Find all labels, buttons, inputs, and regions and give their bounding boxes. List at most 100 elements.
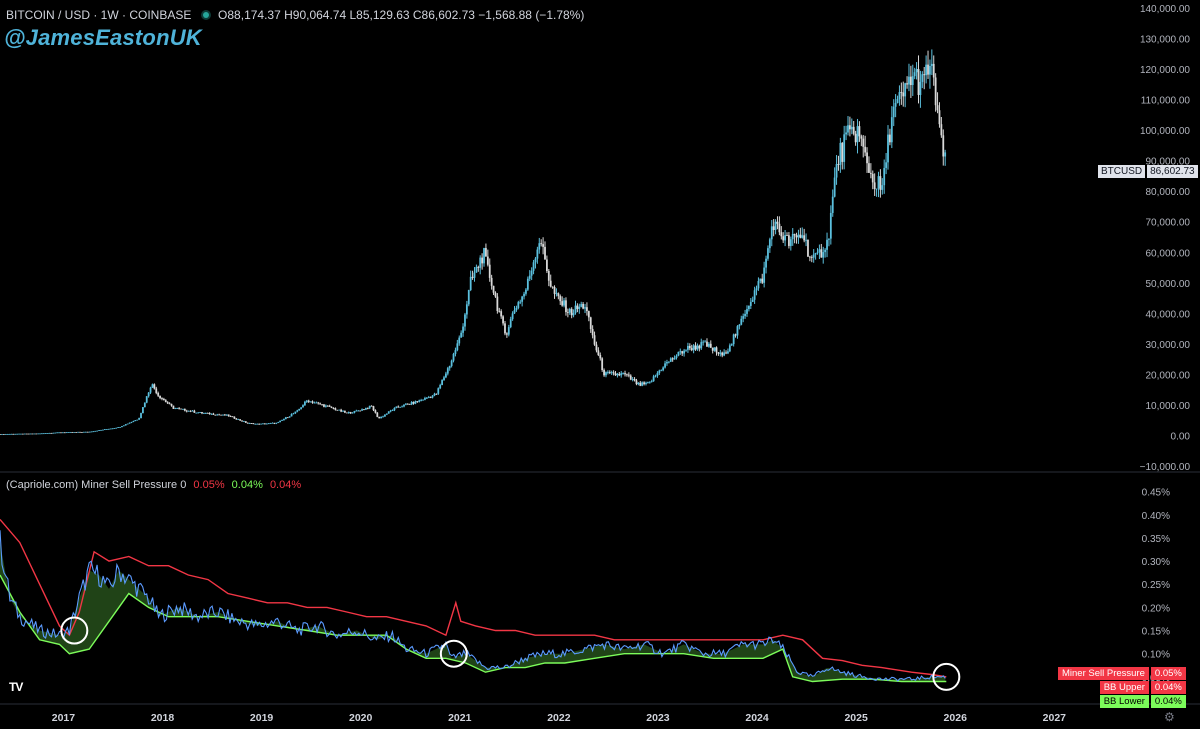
- candle-body: [1, 434, 3, 435]
- candle-body: [555, 293, 558, 295]
- candle-body: [338, 409, 341, 411]
- candle-body: [805, 239, 807, 241]
- indicator-name[interactable]: (Capriole.com) Miner Sell Pressure 0: [6, 479, 187, 491]
- last-price-label: BTCUSD 86,602.73: [1098, 165, 1198, 178]
- tradingview-logo[interactable]: TV: [9, 680, 23, 694]
- candle-body: [92, 431, 95, 433]
- candle-body: [673, 358, 676, 360]
- gear-icon[interactable]: ⚙: [1164, 710, 1175, 724]
- indicator-header[interactable]: (Capriole.com) Miner Sell Pressure 0 0.0…: [6, 479, 301, 491]
- candle-body: [464, 314, 466, 327]
- candle-body: [174, 408, 177, 410]
- candle-body: [138, 418, 141, 420]
- candle-body: [553, 287, 556, 294]
- indicator-tick-label: 0.45%: [1142, 488, 1170, 499]
- candle-body: [843, 134, 846, 162]
- candle-body: [911, 76, 914, 86]
- candle-body: [128, 422, 131, 424]
- candle-body: [35, 433, 38, 435]
- candle-body: [706, 341, 708, 347]
- candle-body: [166, 402, 169, 404]
- candle-body: [244, 421, 247, 423]
- candle-body: [467, 290, 470, 305]
- candle-body: [547, 271, 550, 281]
- candle-body: [372, 406, 375, 411]
- candle-body: [58, 432, 60, 434]
- candle-body: [725, 352, 727, 354]
- candle-body: [820, 249, 823, 258]
- candle-body: [509, 319, 512, 328]
- annotation-circle: [439, 639, 468, 668]
- label-name: Miner Sell Pressure: [1058, 667, 1149, 680]
- candle-body: [246, 422, 249, 424]
- candle-body: [915, 69, 918, 73]
- candle-body: [666, 361, 668, 364]
- candle-body: [206, 412, 209, 414]
- candle-body: [765, 258, 767, 268]
- candle-body: [77, 431, 80, 433]
- candle-body: [597, 350, 600, 356]
- candle-body: [136, 419, 139, 421]
- price-tick-label: 0.00: [1171, 431, 1191, 442]
- candle-body: [462, 326, 464, 333]
- candle-body: [677, 351, 680, 356]
- candle-body: [6, 433, 9, 435]
- candle-body: [519, 301, 522, 303]
- annotation-circles: [60, 616, 961, 691]
- candle-body: [239, 419, 242, 421]
- candle-body: [582, 303, 585, 309]
- candle-body: [454, 350, 457, 354]
- candle-body: [227, 414, 230, 417]
- candle-body: [530, 270, 533, 276]
- candle-body: [479, 257, 482, 268]
- price-tick-label: 30,000.00: [1146, 340, 1191, 351]
- candle-body: [616, 373, 619, 376]
- candle-body: [648, 381, 651, 383]
- candle-body: [538, 243, 541, 250]
- candle-body: [332, 408, 335, 409]
- candle-body: [789, 239, 792, 246]
- candle-body: [164, 400, 167, 403]
- candle-body: [852, 126, 855, 134]
- label-miner-sell-pressure: Miner Sell Pressure 0.05%: [1058, 667, 1186, 680]
- indicator-value-labels: Miner Sell Pressure 0.05% BB Upper 0.04%…: [1058, 667, 1186, 709]
- candle-body: [376, 412, 379, 417]
- candle-body: [835, 164, 838, 178]
- candle-body: [713, 347, 716, 351]
- candle-body: [664, 363, 666, 368]
- candle-body: [105, 429, 108, 430]
- candle-body: [869, 172, 872, 174]
- candle-body: [900, 92, 903, 93]
- candle-body: [603, 369, 605, 376]
- candle-body: [142, 407, 144, 414]
- candle-body: [471, 276, 474, 278]
- candle-body: [727, 351, 729, 354]
- candle-body: [319, 403, 322, 405]
- candle-body: [810, 257, 813, 258]
- candle-body: [887, 134, 889, 163]
- candle-body: [121, 426, 123, 428]
- candle-body: [868, 163, 870, 173]
- candle-body: [944, 152, 947, 157]
- candle-body: [191, 410, 194, 412]
- candle-body: [140, 413, 142, 419]
- candle-body: [645, 382, 647, 385]
- candle-body: [281, 420, 283, 421]
- indicator-tick-label: 0.35%: [1142, 534, 1170, 545]
- candle-body: [75, 432, 78, 433]
- price-label-value: 86,602.73: [1147, 165, 1198, 178]
- candle-body: [117, 427, 120, 429]
- candle-body: [151, 384, 154, 388]
- candle-body: [452, 353, 455, 361]
- symbol-title[interactable]: BITCOIN / USD · 1W · COINBASE: [6, 8, 192, 22]
- candle-body: [913, 72, 916, 77]
- candle-body: [313, 402, 316, 404]
- candle-body: [734, 334, 737, 336]
- candle-body: [826, 239, 828, 250]
- annotation-circle: [60, 616, 89, 645]
- candle-body: [504, 323, 506, 334]
- candle-body: [546, 259, 548, 272]
- candle-body: [540, 243, 543, 245]
- symbol-header[interactable]: BITCOIN / USD · 1W · COINBASE O88,174.37…: [6, 8, 584, 22]
